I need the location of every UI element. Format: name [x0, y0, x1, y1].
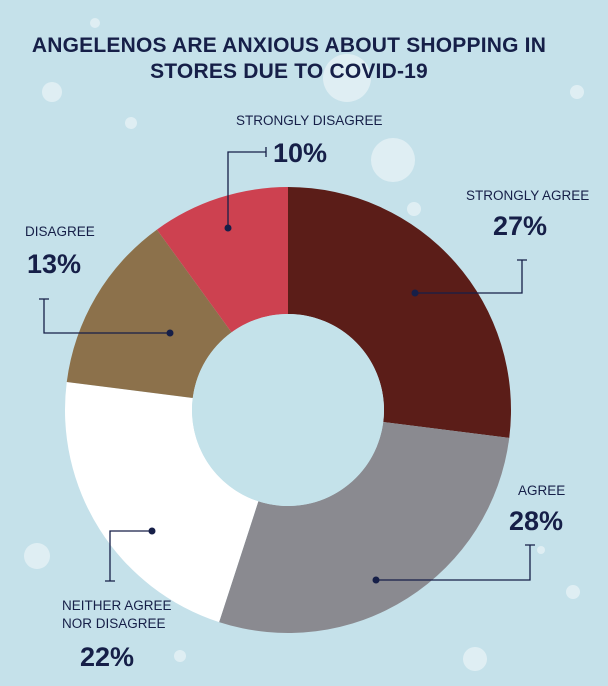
agree-leader-dot: [372, 576, 380, 584]
background-bubble: [90, 18, 100, 28]
disagree-value: 13%: [27, 249, 82, 279]
chart-title-line-1: ANGELENOS ARE ANXIOUS ABOUT SHOPPING IN: [31, 34, 547, 57]
agree-slice: [219, 422, 510, 633]
strongly-disagree-slice: [156, 187, 288, 333]
donut-hole: [192, 314, 384, 506]
chart-title-line-2: STORES DUE TO COVID-19: [150, 60, 428, 83]
background-bubble: [323, 54, 371, 102]
background-bubble: [566, 585, 580, 599]
strongly-agree-slice: [288, 187, 511, 438]
strongly-disagree-leader-line: [227, 147, 267, 228]
disagree-label: DISAGREE: [25, 224, 95, 239]
neither-label-line-1: NEITHER AGREE: [62, 598, 172, 613]
background-bubble: [125, 117, 137, 129]
disagree-leader-line: [39, 298, 170, 334]
strongly-disagree-value: 10%: [273, 138, 328, 168]
strongly-disagree-label: STRONGLY DISAGREE: [236, 113, 383, 128]
agree-label: AGREE: [518, 483, 566, 498]
disagree-leader-dot: [166, 329, 174, 337]
background-bubble: [570, 85, 584, 99]
neither-slice: [65, 382, 259, 623]
neither-label-line-2: NOR DISAGREE: [62, 616, 166, 631]
background-bubble: [24, 543, 50, 569]
strongly-disagree-leader-dot: [224, 224, 232, 232]
neither-leader-line: [105, 530, 152, 582]
background-bubble: [371, 138, 415, 182]
neither-leader-dot: [148, 527, 156, 535]
background-bubble: [537, 546, 545, 554]
strongly-agree-label: STRONGLY AGREE: [466, 188, 590, 203]
background-bubble: [174, 650, 186, 662]
strongly-agree-value: 27%: [493, 211, 548, 241]
background-bubble: [42, 82, 62, 102]
background-bubble: [407, 202, 421, 216]
strongly-agree-leader-line: [415, 259, 527, 294]
background-bubble: [463, 647, 487, 671]
agree-leader-line: [376, 544, 535, 581]
neither-value: 22%: [80, 642, 135, 672]
agree-value: 28%: [509, 506, 564, 536]
strongly-agree-leader-dot: [411, 289, 419, 297]
disagree-slice: [66, 229, 232, 398]
